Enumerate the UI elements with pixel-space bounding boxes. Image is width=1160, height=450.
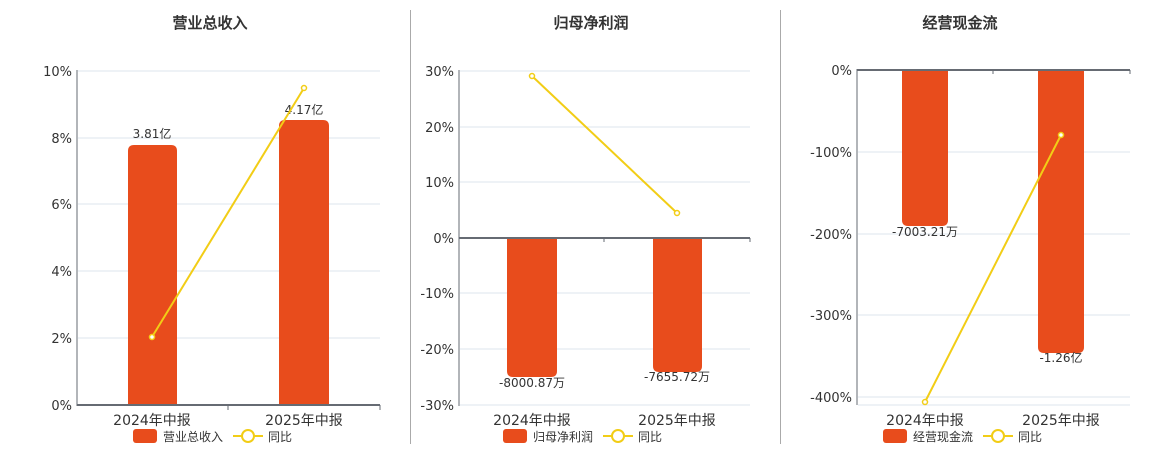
yoy-point-2025[interactable] <box>300 84 308 92</box>
svg-text:3.81亿: 3.81亿 <box>133 126 172 141</box>
chart-plot: 30% 20% 10% 0% -10% -20% -30% -8000.87万 … <box>420 65 751 429</box>
svg-text:10%: 10% <box>43 65 72 80</box>
y-tick-labels: 10% 8% 6% 4% 2% 0% <box>43 65 72 414</box>
chart-title: 经营现金流 <box>922 14 998 32</box>
svg-text:2%: 2% <box>51 332 72 347</box>
svg-text:8%: 8% <box>51 132 72 147</box>
y-tick-labels: 0% -100% -200% -300% -400% <box>810 64 852 406</box>
legend-line-icon[interactable] <box>983 429 1014 443</box>
legend-line-label[interactable]: 同比 <box>1018 429 1043 444</box>
bar-2025[interactable] <box>279 120 329 405</box>
bar-2024[interactable] <box>507 238 557 377</box>
svg-text:2025年中报: 2025年中报 <box>638 413 716 429</box>
chart-panel-revenue: 营业总收入 10% 8% 6% 4% 2% 0% 3.81亿 4.1 <box>0 0 405 450</box>
chart-plot: 10% 8% 6% 4% 2% 0% 3.81亿 4.17亿 2024年中报 2… <box>43 65 381 429</box>
chart-plot: 0% -100% -200% -300% -400% -7003.21万 -1.… <box>810 64 1131 429</box>
svg-text:2025年中报: 2025年中报 <box>265 413 343 429</box>
svg-text:-200%: -200% <box>810 228 852 243</box>
svg-text:4%: 4% <box>51 265 72 280</box>
yoy-point-2024[interactable] <box>528 72 536 80</box>
legend-line-icon[interactable] <box>233 429 264 443</box>
legend-bar-label[interactable]: 营业总收入 <box>163 429 224 444</box>
bar-2025[interactable] <box>1038 70 1084 353</box>
bar-2025[interactable] <box>653 238 702 372</box>
chart-panel-operating-cash-flow: 经营现金流 0% -100% -200% -300% -400% -7003.2… <box>781 0 1160 450</box>
svg-text:-300%: -300% <box>810 309 852 324</box>
svg-text:-10%: -10% <box>420 287 454 302</box>
legend: 经营现金流 同比 <box>883 427 1042 445</box>
y-tick-labels: 30% 20% 10% 0% -10% -20% -30% <box>420 65 454 414</box>
x-tick-labels: 2024年中报 2025年中报 <box>493 413 716 429</box>
gridlines <box>858 151 1130 406</box>
svg-text:-400%: -400% <box>810 391 852 406</box>
chart-title: 归母净利润 <box>553 14 629 32</box>
panel-divider <box>780 10 781 444</box>
yoy-line <box>531 75 678 214</box>
svg-text:0%: 0% <box>433 232 454 247</box>
yoy-point-2025[interactable] <box>673 209 681 217</box>
x-tick-labels: 2024年中报 2025年中报 <box>113 413 343 429</box>
svg-text:2025年中报: 2025年中报 <box>1022 413 1100 429</box>
legend: 营业总收入 同比 <box>133 427 292 445</box>
yoy-point-2024[interactable] <box>148 333 156 341</box>
legend-bar-label[interactable]: 归母净利润 <box>533 429 594 444</box>
legend-bar-swatch[interactable] <box>133 429 157 443</box>
legend-line-icon[interactable] <box>603 429 634 443</box>
svg-text:6%: 6% <box>51 198 72 213</box>
legend-bar-swatch[interactable] <box>883 429 907 443</box>
chart-panel-net-profit: 归母净利润 30% 20% 10% 0% -10% -20% -30% -800… <box>411 0 780 450</box>
svg-text:-7003.21万: -7003.21万 <box>892 225 958 239</box>
gridlines <box>78 70 380 339</box>
bar-2024[interactable] <box>902 70 948 226</box>
yoy-point-2025[interactable] <box>1057 131 1065 139</box>
svg-text:30%: 30% <box>425 65 454 80</box>
legend-bar-label[interactable]: 经营现金流 <box>913 429 974 444</box>
svg-text:20%: 20% <box>425 121 454 136</box>
legend: 归母净利润 同比 <box>503 427 662 445</box>
svg-text:-7655.72万: -7655.72万 <box>644 370 710 384</box>
bar-value-labels: -7003.21万 -1.26亿 <box>892 225 1083 365</box>
bar-2024[interactable] <box>128 145 177 405</box>
svg-text:10%: 10% <box>425 176 454 191</box>
legend-line-label[interactable]: 同比 <box>638 429 663 444</box>
bar-value-labels: -8000.87万 -7655.72万 <box>499 370 710 390</box>
chart-title: 营业总收入 <box>172 14 248 32</box>
svg-text:2024年中报: 2024年中报 <box>113 413 191 429</box>
panel-divider <box>410 10 411 444</box>
yoy-line <box>924 134 1062 403</box>
yoy-point-2024[interactable] <box>921 398 929 406</box>
svg-text:-20%: -20% <box>420 343 454 358</box>
svg-text:-1.26亿: -1.26亿 <box>1039 350 1082 365</box>
svg-text:0%: 0% <box>831 64 852 79</box>
svg-text:2024年中报: 2024年中报 <box>886 413 964 429</box>
yoy-line <box>151 87 305 338</box>
svg-text:-100%: -100% <box>810 146 852 161</box>
svg-text:-30%: -30% <box>420 399 454 414</box>
legend-bar-swatch[interactable] <box>503 429 527 443</box>
legend-line-label[interactable]: 同比 <box>268 429 293 444</box>
x-tick-labels: 2024年中报 2025年中报 <box>886 413 1100 429</box>
svg-text:0%: 0% <box>51 399 72 414</box>
svg-text:2024年中报: 2024年中报 <box>493 413 571 429</box>
svg-text:-8000.87万: -8000.87万 <box>499 376 565 390</box>
